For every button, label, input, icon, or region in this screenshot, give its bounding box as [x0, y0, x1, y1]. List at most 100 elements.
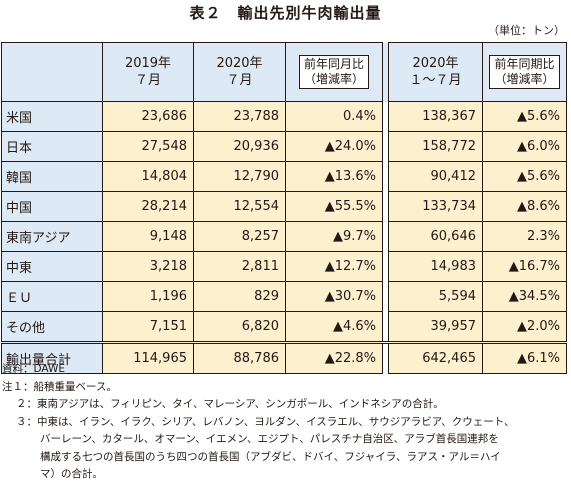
cell-2020-ytd: 60,646: [388, 221, 483, 252]
cell-yoy-period: ▲6.0%: [482, 131, 567, 162]
header-2020-ytd: 2020年 １～７月: [388, 42, 483, 102]
header-2019-year: 2019年: [124, 56, 172, 71]
table-title: 表２ 輸出先別牛肉輸出量: [189, 4, 382, 22]
cell-yoy-month: ▲30.7%: [285, 281, 383, 312]
header-yoy-period-sub: （増減率）: [494, 72, 555, 86]
cell-yoy-month: ▲13.6%: [285, 161, 383, 192]
table-row: 中東 3,218 2,811 ▲12.7% 14,983 ▲16.7%: [1, 251, 567, 282]
cell-yoy-month: ▲24.0%: [285, 131, 383, 162]
cell-yoy-month: ▲12.7%: [285, 251, 383, 282]
cell-yoy-month: 0.4%: [285, 101, 383, 132]
cell-yoy-month: ▲22.8%: [285, 341, 383, 374]
cell-2020-july: 6,820: [193, 311, 286, 343]
column-gap: [382, 101, 389, 132]
table-row: 東南アジア 9,148 8,257 ▲9.7% 60,646 2.3%: [1, 221, 567, 252]
notes-block: 資料：DAWE 注１：船積重量ベース。 ２：東南アジアは、フィリピン、タイ、マレ…: [2, 361, 568, 484]
column-gap: [382, 42, 389, 102]
header-yoy-period: 前年同期比 （増減率）: [482, 42, 567, 102]
table-row: ＥＵ 1,196 829 ▲30.7% 5,594 ▲34.5%: [1, 281, 567, 312]
row-label: 中国: [1, 191, 103, 222]
column-gap: [382, 191, 389, 222]
cell-yoy-month: ▲9.7%: [285, 221, 383, 252]
header-yoy-period-label: 前年同期比: [494, 57, 555, 71]
column-gap: [382, 311, 389, 343]
cell-2020-ytd: 642,465: [388, 341, 483, 374]
column-gap: [382, 341, 389, 374]
cell-yoy-period: ▲6.1%: [482, 341, 567, 374]
cell-2020-ytd: 138,367: [388, 101, 483, 132]
note-2: ２：東南アジアは、フィリピン、タイ、マレーシア、シンガポール、インドネシアの合計…: [16, 398, 444, 410]
header-corner: [1, 42, 103, 102]
header-2019-month: ７月: [134, 73, 161, 88]
header-ytd-range: １～７月: [409, 73, 462, 88]
note-3: ３：中東は、イラン、イラク、シリア、レバノン、ヨルダン、イスラエル、サウジアラビ…: [16, 415, 515, 428]
cell-2019-july: 27,548: [102, 131, 194, 162]
cell-2020-july: 23,788: [193, 101, 286, 132]
source-note: 資料：DAWE: [2, 363, 66, 375]
table-row: 日本 27,548 20,936 ▲24.0% 158,772 ▲6.0%: [1, 131, 567, 162]
column-gap: [382, 251, 389, 282]
cell-2019-july: 114,965: [102, 341, 194, 374]
cell-yoy-period: ▲2.0%: [482, 311, 567, 343]
row-label: 韓国: [1, 161, 103, 192]
total-row: 輸出量合計 114,965 88,786 ▲22.8% 642,465 ▲6.1%: [1, 341, 567, 374]
header-2020-year: 2020年: [216, 56, 263, 71]
table-row: 中国 28,214 12,554 ▲55.5% 133,734 ▲8.6%: [1, 191, 567, 222]
cell-2020-ytd: 133,734: [388, 191, 483, 222]
cell-2020-july: 829: [193, 281, 286, 312]
cell-yoy-period: ▲16.7%: [482, 251, 567, 282]
cell-2020-july: 12,554: [193, 191, 286, 222]
cell-yoy-month: ▲55.5%: [285, 191, 383, 222]
table-row: その他 7,151 6,820 ▲4.6% 39,957 ▲2.0%: [1, 311, 567, 343]
header-row: 2019年 ７月 2020年 ７月 前年同月比 （増減率） 2020年 １～７月: [1, 42, 567, 102]
column-gap: [382, 131, 389, 162]
unit-label: （単位：トン）: [488, 24, 565, 37]
cell-2020-july: 8,257: [193, 221, 286, 252]
header-ytd-year: 2020年: [412, 56, 459, 71]
column-gap: [382, 221, 389, 252]
cell-yoy-period: ▲8.6%: [482, 191, 567, 222]
column-gap: [382, 281, 389, 312]
header-yoy-month-box: 前年同月比 （増減率）: [298, 55, 369, 89]
note-3-cont-2: 構成する七つの首長国のうち四つの首長国（アブダビ、ドバイ、フジャイラ、ラアス・ア…: [40, 450, 501, 463]
cell-2019-july: 28,214: [102, 191, 194, 222]
cell-2019-july: 1,196: [102, 281, 194, 312]
cell-2020-ytd: 90,412: [388, 161, 483, 192]
cell-yoy-period: 2.3%: [482, 221, 567, 252]
column-gap: [382, 161, 389, 192]
cell-2019-july: 7,151: [102, 311, 194, 343]
cell-2020-ytd: 14,983: [388, 251, 483, 282]
cell-2019-july: 23,686: [102, 101, 194, 132]
cell-2019-july: 3,218: [102, 251, 194, 282]
cell-2019-july: 9,148: [102, 221, 194, 252]
header-2019-july: 2019年 ７月: [102, 42, 194, 102]
cell-yoy-period: ▲5.6%: [482, 161, 567, 192]
header-2020-july: 2020年 ７月: [193, 42, 286, 102]
cell-yoy-month: ▲4.6%: [285, 311, 383, 343]
export-table: 2019年 ７月 2020年 ７月 前年同月比 （増減率） 2020年 １～７月: [1, 42, 567, 374]
note-1: 注１：船積重量ベース。: [2, 380, 117, 393]
row-label: 中東: [1, 251, 103, 282]
row-label: 輸出量合計: [1, 341, 103, 374]
header-yoy-month: 前年同月比 （増減率）: [285, 42, 383, 102]
row-label: その他: [1, 311, 103, 343]
cell-2020-july: 2,811: [193, 251, 286, 282]
row-label: 東南アジア: [1, 221, 103, 252]
cell-2020-ytd: 158,772: [388, 131, 483, 162]
row-label: 米国: [1, 101, 103, 132]
table-row: 米国 23,686 23,788 0.4% 138,367 ▲5.6%: [1, 101, 567, 132]
row-label: 日本: [1, 131, 103, 162]
cell-yoy-period: ▲34.5%: [482, 281, 567, 312]
header-yoy-period-box: 前年同期比 （増減率）: [489, 55, 560, 89]
cell-2019-july: 14,804: [102, 161, 194, 192]
cell-2020-ytd: 5,594: [388, 281, 483, 312]
cell-2020-july: 20,936: [193, 131, 286, 162]
header-2020-month: ７月: [226, 73, 253, 88]
cell-2020-ytd: 39,957: [388, 311, 483, 343]
header-yoy-month-sub: （増減率）: [303, 72, 364, 86]
row-label: ＥＵ: [1, 281, 103, 312]
cell-yoy-period: ▲5.6%: [482, 101, 567, 132]
table-row: 韓国 14,804 12,790 ▲13.6% 90,412 ▲5.6%: [1, 161, 567, 192]
cell-2020-july: 12,790: [193, 161, 286, 192]
header-yoy-month-label: 前年同月比: [303, 57, 364, 71]
